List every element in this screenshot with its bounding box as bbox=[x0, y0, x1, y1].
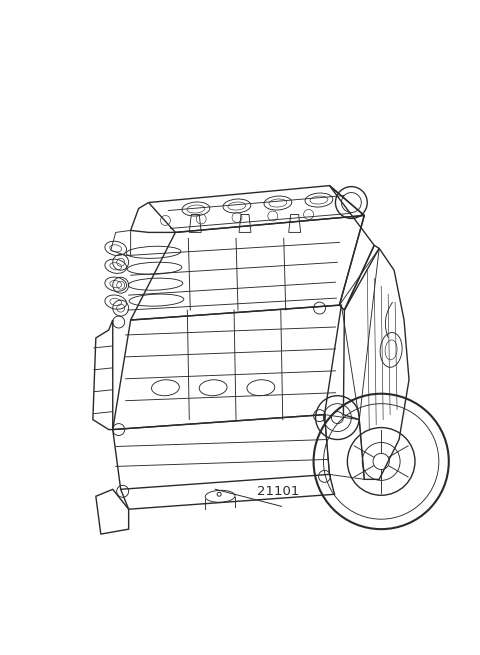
Text: 21101: 21101 bbox=[257, 485, 299, 498]
